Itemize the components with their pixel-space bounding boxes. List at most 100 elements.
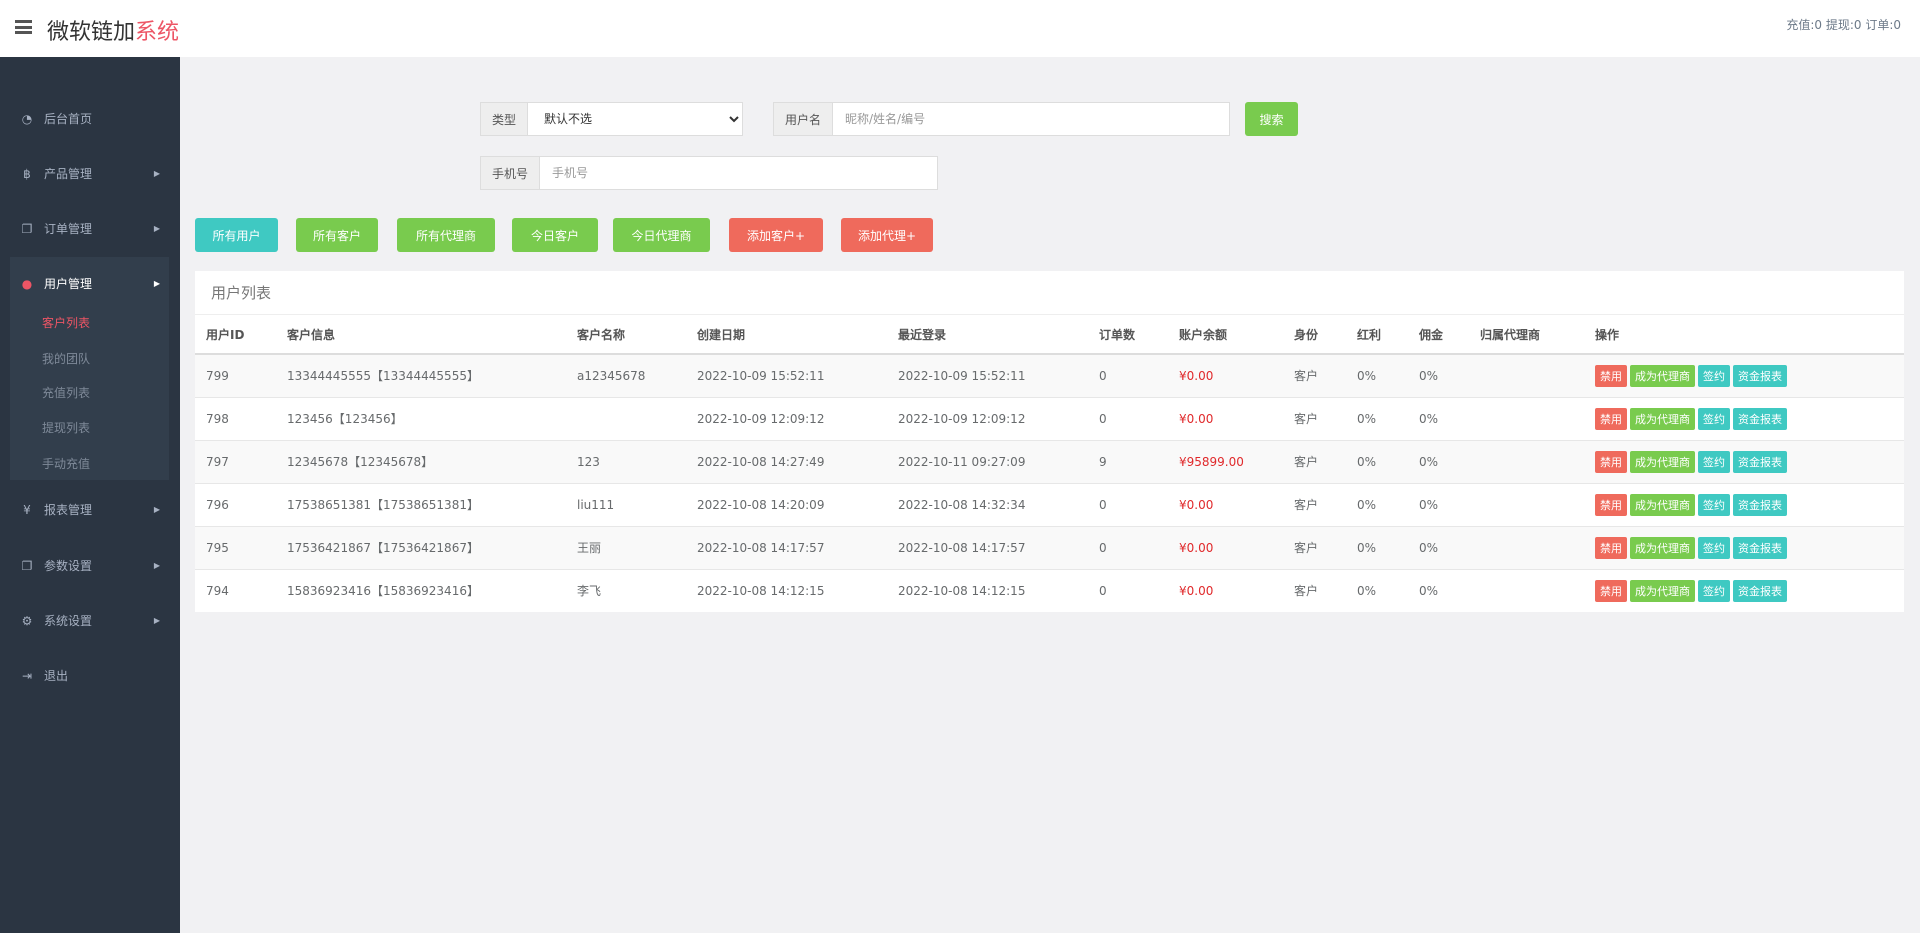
table-cell: 0 bbox=[1088, 353, 1168, 397]
row-action-button[interactable]: 签约 bbox=[1698, 536, 1730, 559]
column-header: 账户余额 bbox=[1168, 315, 1283, 355]
sidebar-item-5[interactable]: ❐ 参数设置 ▶ bbox=[20, 557, 165, 574]
column-header: 红利 bbox=[1346, 315, 1408, 355]
row-action-button[interactable]: 成为代理商 bbox=[1630, 579, 1695, 602]
quick-filter-button[interactable]: 今日客户 bbox=[512, 218, 598, 252]
table-row: 798 123456【123456】 2022-10-09 12:09:12 2022… bbox=[195, 396, 1904, 440]
row-action-button[interactable]: 资金报表 bbox=[1733, 364, 1787, 387]
row-action-button[interactable]: 禁用 bbox=[1595, 407, 1627, 430]
row-action-button[interactable]: 成为代理商 bbox=[1630, 450, 1695, 473]
row-action-button[interactable]: 成为代理商 bbox=[1630, 536, 1695, 559]
quick-filter-button[interactable]: 今日代理商 bbox=[613, 218, 710, 252]
table-cell: 798 bbox=[195, 396, 276, 440]
sidebar-subitem-1[interactable]: 我的团队 bbox=[42, 352, 91, 366]
row-action-button[interactable]: 资金报表 bbox=[1733, 579, 1787, 602]
user-icon: ● bbox=[21, 276, 33, 291]
sidebar-subitem-4[interactable]: 手动充值 bbox=[42, 457, 91, 471]
table-cell: 15836923416【15836923416】 bbox=[276, 568, 566, 612]
row-action-button[interactable]: 资金报表 bbox=[1733, 450, 1787, 473]
table-cell bbox=[1469, 525, 1584, 569]
quick-filter-button[interactable]: 添加代理+ bbox=[841, 218, 933, 252]
table-cell: 2022-10-08 14:20:09 bbox=[686, 482, 887, 526]
table-cell: ¥0.00 bbox=[1168, 482, 1283, 526]
quick-filter-button[interactable]: 所有用户 bbox=[195, 218, 278, 252]
sidebar-subitem-2[interactable]: 充值列表 bbox=[42, 386, 91, 400]
table-cell: ¥0.00 bbox=[1168, 353, 1283, 397]
table-cell: 0% bbox=[1408, 353, 1469, 397]
row-action-button[interactable]: 禁用 bbox=[1595, 579, 1627, 602]
table-cell: 0 bbox=[1088, 396, 1168, 440]
sidebar-item-3[interactable]: ● 用户管理 ▶ bbox=[20, 275, 165, 292]
dashboard-icon: ◔ bbox=[21, 111, 33, 126]
quick-filter-button[interactable]: 所有客户 bbox=[296, 218, 378, 252]
table-cell: 797 bbox=[195, 439, 276, 483]
sidebar-subitem-0[interactable]: 客户列表 bbox=[42, 316, 91, 330]
row-action-button[interactable]: 资金报表 bbox=[1733, 407, 1787, 430]
table-cell: 9 bbox=[1088, 439, 1168, 483]
sidebar-item-label: 订单管理 bbox=[44, 222, 93, 236]
row-action-button[interactable]: 禁用 bbox=[1595, 364, 1627, 387]
table-cell: 2022-10-09 15:52:11 bbox=[887, 353, 1088, 397]
app-title: 微软链加系统 bbox=[47, 14, 179, 46]
table-cell: ¥0.00 bbox=[1168, 525, 1283, 569]
row-action-button[interactable]: 成为代理商 bbox=[1630, 407, 1695, 430]
row-action-button[interactable]: 签约 bbox=[1698, 364, 1730, 387]
quick-filter-button[interactable]: 添加客户+ bbox=[729, 218, 823, 252]
row-action-button[interactable]: 资金报表 bbox=[1733, 536, 1787, 559]
row-action-button[interactable]: 禁用 bbox=[1595, 536, 1627, 559]
username-input[interactable] bbox=[833, 103, 1229, 135]
row-action-button[interactable]: 签约 bbox=[1698, 407, 1730, 430]
table-cell: 2022-10-09 12:09:12 bbox=[887, 396, 1088, 440]
row-action-button[interactable]: 禁用 bbox=[1595, 450, 1627, 473]
sidebar-item-1[interactable]: ฿ 产品管理 ▶ bbox=[20, 165, 165, 182]
header-stats: 充值:0 提现:0 订单:0 bbox=[1786, 18, 1901, 32]
table-cell: 17538651381【17538651381】 bbox=[276, 482, 566, 526]
sidebar-item-2[interactable]: ❐ 订单管理 ▶ bbox=[20, 220, 165, 237]
table-cell: liu111 bbox=[566, 482, 686, 526]
sidebar-subitem-3[interactable]: 提现列表 bbox=[42, 421, 91, 435]
table-cell: 客户 bbox=[1283, 568, 1346, 612]
table-cell: 12345678【12345678】 bbox=[276, 439, 566, 483]
type-select[interactable]: 默认不选 bbox=[528, 103, 742, 135]
row-action-button[interactable]: 成为代理商 bbox=[1630, 493, 1695, 516]
row-action-button[interactable]: 签约 bbox=[1698, 579, 1730, 602]
sidebar-item-label: 参数设置 bbox=[44, 559, 93, 573]
table-cell: 799 bbox=[195, 353, 276, 397]
quick-filter-button[interactable]: 所有代理商 bbox=[397, 218, 495, 252]
sidebar-item-4[interactable]: ¥ 报表管理 ▶ bbox=[20, 501, 165, 518]
sidebar-item-7[interactable]: ⇥ 退出 bbox=[20, 667, 165, 684]
table-cell: 客户 bbox=[1283, 396, 1346, 440]
column-header: 佣金 bbox=[1408, 315, 1469, 355]
title-accent: 系统 bbox=[135, 20, 180, 45]
phone-input[interactable] bbox=[540, 157, 937, 189]
sidebar-item-label: 系统设置 bbox=[44, 614, 93, 628]
username-label: 用户名 bbox=[774, 103, 834, 135]
row-action-button[interactable]: 签约 bbox=[1698, 450, 1730, 473]
hamburger-menu-icon[interactable] bbox=[15, 20, 32, 34]
sidebar-item-0[interactable]: ◔ 后台首页 bbox=[20, 110, 165, 127]
table-cell: 0% bbox=[1408, 525, 1469, 569]
row-action-button[interactable]: 成为代理商 bbox=[1630, 364, 1695, 387]
caret-right-icon: ▶ bbox=[153, 505, 160, 514]
row-action-button[interactable]: 资金报表 bbox=[1733, 493, 1787, 516]
actions-cell: 禁用 成为代理商 签约 资金报表 bbox=[1584, 353, 1904, 397]
table-cell bbox=[566, 396, 686, 440]
row-action-button[interactable]: 签约 bbox=[1698, 493, 1730, 516]
table-cell bbox=[1469, 396, 1584, 440]
table-cell: 0% bbox=[1408, 568, 1469, 612]
table-cell bbox=[1469, 568, 1584, 612]
caret-right-icon: ▶ bbox=[153, 561, 160, 570]
table-cell: 0% bbox=[1408, 396, 1469, 440]
search-button[interactable]: 搜索 bbox=[1245, 102, 1298, 136]
top-header: 微软链加系统 充值:0 提现:0 订单:0 bbox=[0, 0, 1920, 57]
user-table: 用户ID 客户信息 客户名称 创建日期 最近登录 订单数 账户余额 身份 红利 佣金 归属代理商 操作… bbox=[195, 315, 1904, 612]
table-row: 799 13344445555【13344445555】 a12345678 2022… bbox=[195, 353, 1904, 397]
table-cell: ¥0.00 bbox=[1168, 396, 1283, 440]
sidebar-item-6[interactable]: ⚙ 系统设置 ▶ bbox=[20, 612, 165, 629]
table-cell: 0% bbox=[1408, 439, 1469, 483]
table-cell: 王丽 bbox=[566, 525, 686, 569]
table-cell: 2022-10-09 12:09:12 bbox=[686, 396, 887, 440]
row-action-button[interactable]: 禁用 bbox=[1595, 493, 1627, 516]
table-cell: 2022-10-08 14:17:57 bbox=[686, 525, 887, 569]
table-cell: 123 bbox=[566, 439, 686, 483]
